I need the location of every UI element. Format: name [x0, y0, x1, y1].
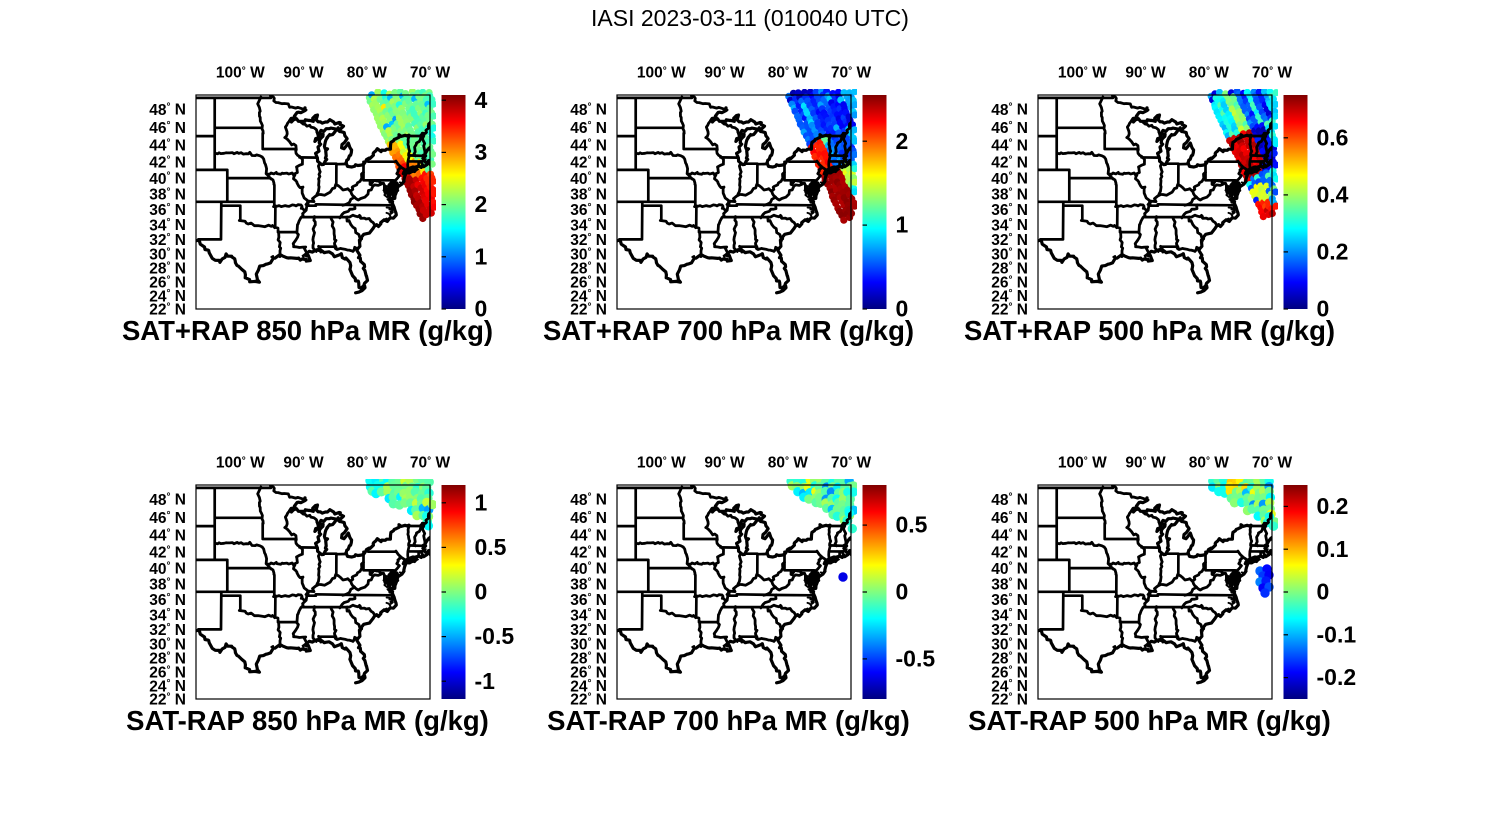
svg-text:0: 0 — [475, 579, 488, 605]
svg-text:1: 1 — [475, 243, 488, 269]
svg-text:SAT-RAP 700 hPa MR (g/kg): SAT-RAP 700 hPa MR (g/kg) — [547, 705, 910, 736]
svg-text:2: 2 — [475, 191, 488, 217]
svg-text:0: 0 — [896, 579, 909, 605]
svg-text:SAT+RAP 850 hPa MR (g/kg): SAT+RAP 850 hPa MR (g/kg) — [122, 315, 493, 346]
svg-text:SAT+RAP 500 hPa MR (g/kg): SAT+RAP 500 hPa MR (g/kg) — [964, 315, 1335, 346]
svg-text:1: 1 — [475, 489, 488, 515]
svg-text:0.1: 0.1 — [1317, 536, 1349, 562]
svg-text:-0.2: -0.2 — [1317, 664, 1357, 690]
svg-text:0: 0 — [896, 296, 909, 322]
svg-text:0.4: 0.4 — [1317, 181, 1349, 207]
svg-text:0.5: 0.5 — [475, 534, 507, 560]
svg-text:0.5: 0.5 — [896, 512, 928, 538]
svg-text:-0.1: -0.1 — [1317, 621, 1357, 647]
svg-text:0.2: 0.2 — [1317, 238, 1349, 264]
svg-text:IASI 2023-03-11 (010040 UTC): IASI 2023-03-11 (010040 UTC) — [591, 5, 909, 31]
svg-text:0: 0 — [1317, 579, 1330, 605]
svg-text:0: 0 — [1317, 296, 1330, 322]
svg-text:-0.5: -0.5 — [475, 623, 515, 649]
svg-text:1: 1 — [896, 212, 909, 238]
svg-text:0: 0 — [475, 296, 488, 322]
svg-text:4: 4 — [475, 87, 488, 113]
svg-text:0.2: 0.2 — [1317, 493, 1349, 519]
svg-text:3: 3 — [475, 139, 488, 165]
svg-text:SAT-RAP 500 hPa MR (g/kg): SAT-RAP 500 hPa MR (g/kg) — [968, 705, 1331, 736]
svg-text:0.6: 0.6 — [1317, 124, 1349, 150]
svg-text:-0.5: -0.5 — [896, 645, 936, 671]
svg-text:2: 2 — [896, 128, 909, 154]
svg-text:SAT-RAP 850 hPa MR (g/kg): SAT-RAP 850 hPa MR (g/kg) — [126, 705, 489, 736]
svg-text:SAT+RAP 700 hPa MR (g/kg): SAT+RAP 700 hPa MR (g/kg) — [543, 315, 914, 346]
svg-text:-1: -1 — [475, 668, 496, 694]
